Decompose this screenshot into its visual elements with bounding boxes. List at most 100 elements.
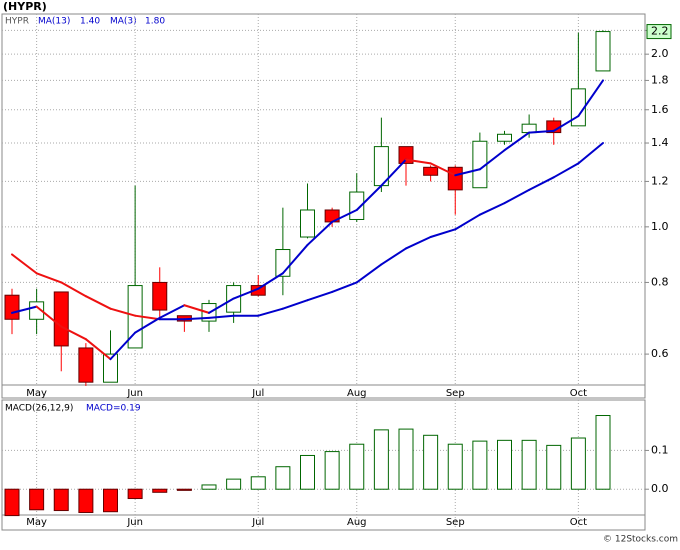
candle-body (103, 353, 118, 383)
macd-bar (472, 440, 488, 490)
macd-bar (53, 488, 69, 512)
chart-title: (HYPR) (3, 0, 47, 13)
ma-line (454, 168, 481, 177)
x-tick-label: May (26, 517, 47, 528)
macd-bar (423, 434, 439, 490)
candle-body (78, 347, 94, 383)
ma-line (11, 253, 38, 275)
ma-line (306, 220, 334, 246)
candle-body (423, 166, 439, 176)
ma-line (35, 305, 63, 328)
y-tick-label: 1.4 (651, 136, 669, 149)
ma-line (454, 213, 481, 231)
ma-line (84, 338, 112, 361)
macd-bar (127, 488, 143, 500)
ma-line (60, 325, 87, 341)
macd-bar (275, 466, 291, 490)
ma-line (478, 149, 506, 171)
macd-bar (176, 488, 192, 491)
x-tick-label: Jul (251, 517, 264, 528)
ma-line (183, 316, 210, 321)
x-tick-label: Jul (251, 388, 264, 399)
ma-line (380, 247, 407, 266)
x-tick-label: May (26, 388, 47, 399)
ma-line (577, 79, 604, 118)
ma-line (109, 331, 137, 361)
y-tick-label: 0.1 (651, 443, 669, 456)
macd-title: MACD(26,12,9) (5, 404, 73, 414)
ma-line (134, 316, 161, 334)
ma-line (380, 158, 407, 187)
macd-bar (349, 443, 365, 490)
ma-line (60, 281, 87, 298)
legend-ma3: MA(3) (110, 17, 137, 27)
macd-bar (324, 451, 340, 490)
macd-bar (398, 428, 414, 490)
macd-bar (29, 488, 45, 511)
ma-line (405, 236, 432, 250)
ma-line (208, 314, 235, 319)
candle-body (250, 285, 266, 296)
macd-bar (250, 476, 266, 490)
x-tick-label: Aug (347, 388, 367, 399)
x-tick-label: Oct (570, 388, 587, 399)
candle-body (4, 294, 20, 320)
macd-bar (103, 488, 118, 513)
candle-body (29, 301, 45, 320)
ma-line (552, 162, 580, 179)
y-tick-label: 1.0 (651, 220, 669, 233)
x-tick-label: Sep (446, 517, 465, 528)
macd-bar (595, 415, 611, 490)
ma-line (84, 295, 112, 310)
ma-line (208, 297, 235, 314)
ma-line (528, 176, 555, 191)
x-tick-label: Oct (570, 517, 587, 528)
macd-bar (152, 488, 168, 493)
ma-line (281, 299, 309, 310)
y-tick-label: 1.8 (651, 73, 669, 86)
ma-line (503, 131, 531, 152)
macd-bar (373, 429, 389, 490)
macd-bar (300, 454, 315, 490)
x-tick-label: Aug (347, 517, 367, 528)
ma-line (528, 129, 555, 134)
candle-body (152, 281, 168, 311)
ma-line (232, 287, 260, 300)
candle-body (595, 31, 611, 72)
ma-line (257, 307, 284, 317)
candle-body (53, 291, 69, 347)
last-price-label: 2.2 (651, 25, 669, 38)
ma-line (158, 304, 186, 319)
ma-line (355, 263, 383, 284)
ma-line (552, 115, 580, 132)
ma-line (109, 307, 137, 317)
ma-line (478, 202, 506, 216)
legend-ma13-value: 1.40 (80, 17, 100, 27)
x-tick-label: Jun (126, 517, 143, 528)
candle-body (447, 166, 463, 191)
ma-line (577, 142, 604, 165)
macd-bar (521, 439, 537, 490)
ma-line (429, 228, 457, 239)
ma-line (183, 304, 210, 314)
x-tick-label: Sep (446, 388, 465, 399)
ma-line (331, 208, 358, 223)
ma-line (429, 162, 457, 177)
ma-line (134, 314, 161, 321)
y-tick-label: 0.6 (651, 347, 669, 360)
y-tick-label: 1.6 (651, 103, 669, 116)
y-tick-label: 0.8 (651, 275, 669, 288)
macd-value: MACD=0.19 (86, 404, 141, 414)
macd-bar (570, 437, 586, 490)
macd-bar (4, 488, 20, 517)
macd-bar (78, 488, 94, 513)
macd-bar (447, 443, 463, 490)
ma-line (257, 272, 284, 290)
ma-line (281, 243, 309, 275)
candle-body (497, 133, 512, 142)
y-tick-label: 1.2 (651, 174, 669, 187)
last-price-box (646, 24, 672, 40)
ma-line (35, 272, 63, 284)
candle-body (300, 209, 315, 238)
